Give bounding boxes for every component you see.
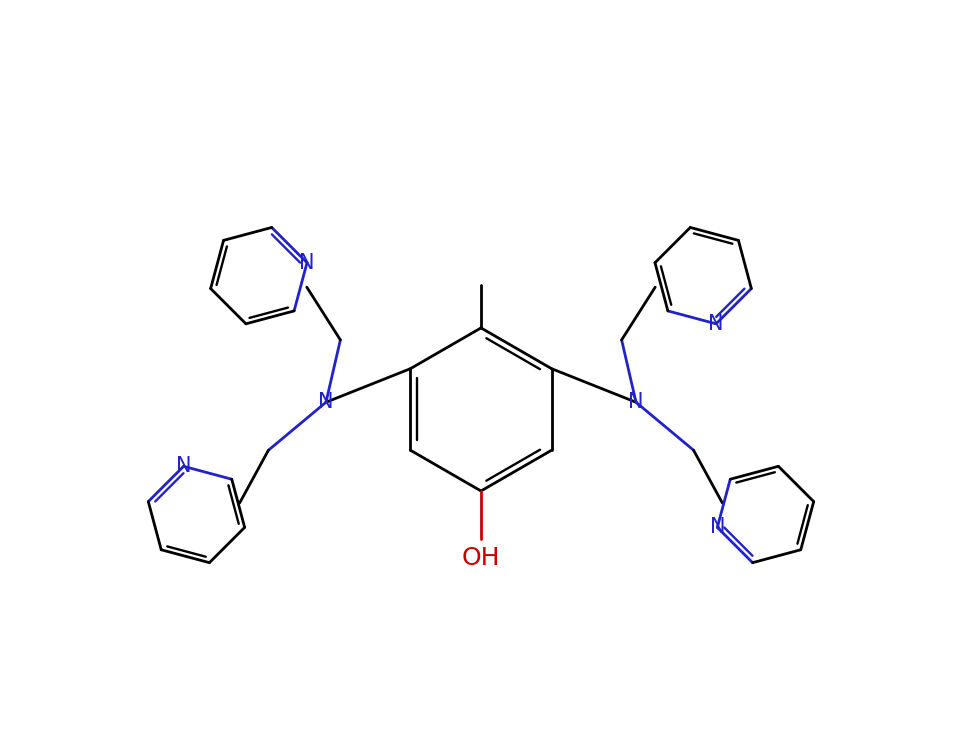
Text: N: N xyxy=(709,518,725,537)
Text: N: N xyxy=(628,392,643,413)
Text: N: N xyxy=(707,314,723,333)
Text: N: N xyxy=(318,392,333,413)
Text: N: N xyxy=(299,253,314,273)
Text: OH: OH xyxy=(461,546,500,570)
Text: N: N xyxy=(176,457,191,476)
